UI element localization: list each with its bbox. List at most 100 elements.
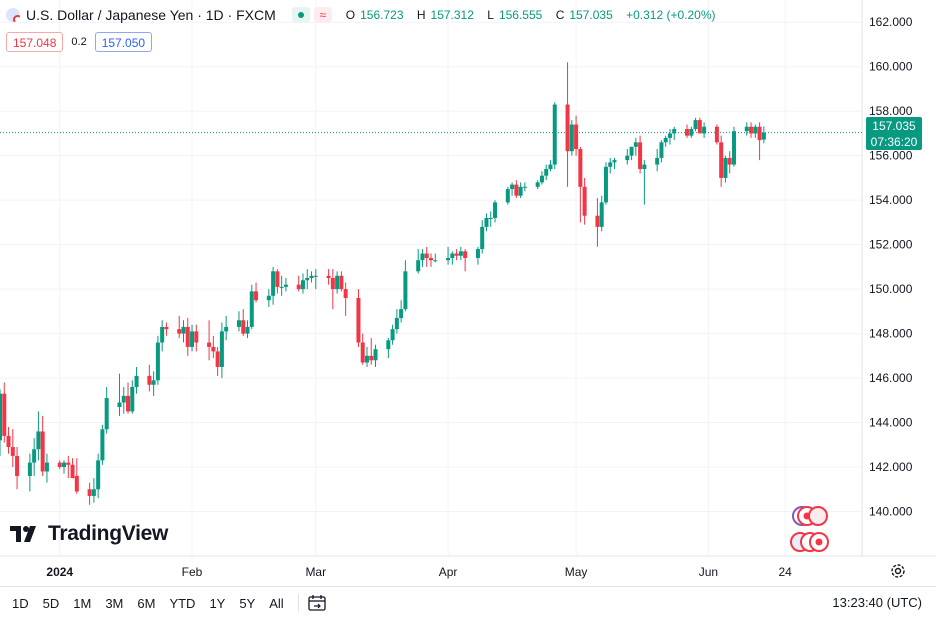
candle xyxy=(565,62,570,187)
economic-events-row1[interactable] xyxy=(792,506,828,526)
candle-body xyxy=(749,126,754,134)
range-3m-button[interactable]: 3M xyxy=(105,595,124,611)
candle xyxy=(518,182,523,198)
range-1d-button[interactable]: 1D xyxy=(12,595,29,611)
y-tick-label: 160.000 xyxy=(869,60,913,74)
candle xyxy=(749,122,754,138)
candle xyxy=(0,389,2,456)
candle-body xyxy=(599,202,604,227)
range-all-button[interactable]: All xyxy=(269,595,284,611)
candle-body xyxy=(356,298,361,343)
candle xyxy=(44,453,49,483)
candle xyxy=(271,266,276,305)
candle-body xyxy=(364,355,369,363)
range-1y-button[interactable]: 1Y xyxy=(209,595,226,611)
candle-body xyxy=(386,340,391,350)
range-5d-button[interactable]: 5D xyxy=(42,595,60,611)
candle xyxy=(761,126,766,144)
candle-body xyxy=(484,217,489,227)
candle xyxy=(305,269,310,290)
candle-body xyxy=(177,329,182,334)
us-flag-icon[interactable] xyxy=(808,506,828,526)
candle-body xyxy=(518,186,523,196)
candle-body xyxy=(446,257,451,261)
candle-body xyxy=(249,291,254,327)
buy-button[interactable]: 157.050 xyxy=(94,32,153,52)
candle xyxy=(300,273,305,294)
candle-body xyxy=(215,351,220,367)
range-6m-button[interactable]: 6M xyxy=(137,595,156,611)
candle-body xyxy=(723,157,728,178)
candle-body xyxy=(394,318,399,330)
sell-button[interactable]: 157.048 xyxy=(6,32,64,52)
wave-icon[interactable]: ≈ xyxy=(313,7,332,23)
candle-body xyxy=(126,395,131,412)
y-tick-label: 140.000 xyxy=(869,505,913,519)
y-tick-label: 162.000 xyxy=(869,15,913,29)
time-axis[interactable]: 2024 Feb Mar Apr May Jun 24 xyxy=(46,565,792,579)
market-status-icon[interactable] xyxy=(291,7,310,23)
candle xyxy=(625,149,630,165)
candle xyxy=(66,455,71,479)
range-5y-button[interactable]: 5Y xyxy=(239,595,256,611)
price-axis[interactable]: 140.000 142.000 144.000 146.000 148.000 150.0… xyxy=(869,15,913,518)
candle xyxy=(548,160,553,172)
candle-body xyxy=(219,331,224,367)
candle xyxy=(6,427,11,454)
candle-body xyxy=(612,160,617,163)
candle-body xyxy=(608,162,613,167)
candle-body xyxy=(569,124,574,152)
candle-body xyxy=(390,329,395,341)
candle xyxy=(147,364,152,392)
candle xyxy=(727,151,732,174)
candle xyxy=(249,284,254,330)
candle-body xyxy=(552,104,557,165)
candle-body xyxy=(514,184,519,196)
candle xyxy=(403,260,408,312)
candle-body xyxy=(134,375,139,387)
open-value: O 156.723 xyxy=(345,8,404,22)
low-value: L 156.555 xyxy=(487,8,543,22)
symbol-title[interactable]: U.S. Dollar / Japanese Yen · 1D · FXCM xyxy=(26,7,276,23)
candle xyxy=(266,289,271,307)
candle-body xyxy=(254,291,259,301)
candle xyxy=(578,146,583,223)
symbol-legend: U.S. Dollar / Japanese Yen · 1D · FXCM ≈… xyxy=(6,6,721,24)
candle xyxy=(612,157,617,170)
utc-clock[interactable]: 13:23:40 (UTC) xyxy=(832,595,922,610)
candle-body xyxy=(74,475,79,492)
candle-body xyxy=(505,189,510,203)
candle-body xyxy=(62,462,67,468)
candle-body xyxy=(300,280,305,290)
candle xyxy=(104,386,109,434)
candle-body xyxy=(399,309,404,319)
candle xyxy=(36,411,41,461)
candle-body xyxy=(87,489,92,496)
range-ytd-button[interactable]: YTD xyxy=(169,595,196,611)
calendar-icon[interactable] xyxy=(307,594,327,612)
candle-body xyxy=(151,380,156,385)
tradingview-logo[interactable]: TradingView xyxy=(10,522,168,546)
candle-body xyxy=(155,342,160,381)
candle-body xyxy=(480,226,485,250)
candle-body xyxy=(339,275,344,290)
chart-canvas[interactable]: 140.000 142.000 144.000 146.000 148.000 150.0… xyxy=(0,0,936,586)
economic-events-row2[interactable] xyxy=(790,532,829,552)
candle xyxy=(642,160,647,205)
candle xyxy=(446,246,451,265)
range-1m-button[interactable]: 1M xyxy=(73,595,92,611)
settings-icon[interactable] xyxy=(889,562,907,580)
candle-body xyxy=(433,260,438,262)
candle xyxy=(731,126,736,167)
candle xyxy=(484,213,489,232)
candle xyxy=(394,309,399,334)
candle xyxy=(91,478,96,503)
candle xyxy=(10,429,15,468)
candle-body xyxy=(224,326,229,332)
candle-body xyxy=(420,253,425,261)
candle-body xyxy=(702,126,707,134)
candle-body xyxy=(578,149,583,187)
candle-body xyxy=(164,326,169,330)
candle xyxy=(429,253,433,267)
x-tick-label: Apr xyxy=(439,565,458,579)
